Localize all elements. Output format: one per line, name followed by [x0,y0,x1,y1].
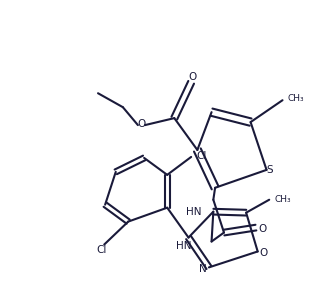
Text: CH₃: CH₃ [288,94,304,103]
Text: S: S [266,165,273,175]
Text: CH₃: CH₃ [274,195,291,204]
Text: HN: HN [176,241,192,251]
Text: Cl: Cl [96,245,107,255]
Text: Cl: Cl [196,151,207,161]
Text: O: O [258,224,266,234]
Text: O: O [259,248,268,258]
Text: O: O [188,72,197,82]
Text: HN: HN [186,207,201,217]
Text: O: O [137,119,146,129]
Text: N: N [199,264,207,274]
